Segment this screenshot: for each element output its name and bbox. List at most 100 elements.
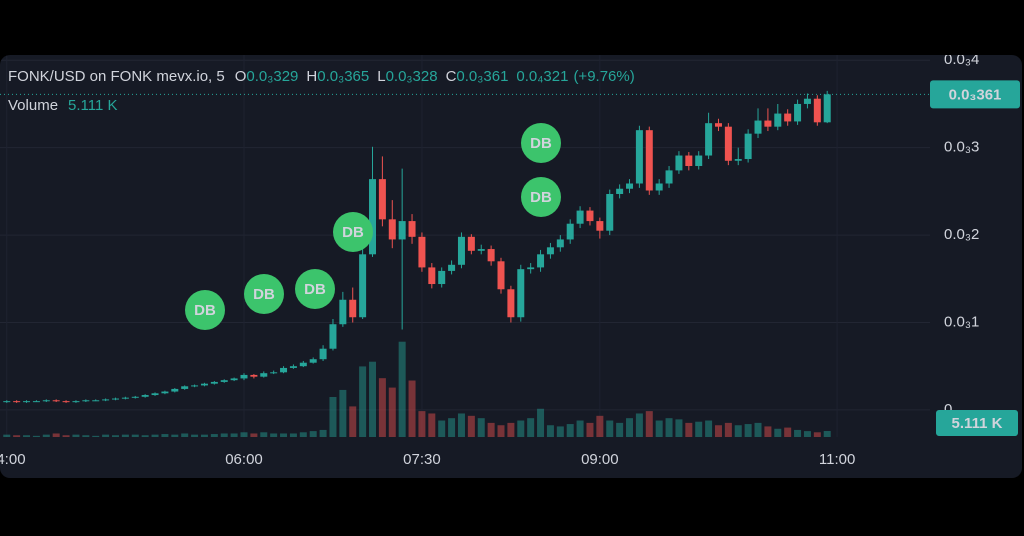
y-tick-label: 0.0₃1 [944,313,979,330]
marker-label: DB [342,224,364,241]
candle-body [131,396,139,398]
candle-body [764,120,772,127]
candle-body [141,395,149,397]
candle-body [230,378,238,381]
volume-bar [82,435,90,437]
marker [295,269,335,309]
volume-bar [339,389,347,437]
marker-label: DB [530,189,552,206]
candle-body [665,170,673,184]
ohlc-value: 0.0₃329 [246,68,298,85]
candle-body [626,183,634,189]
candle-body [250,374,258,377]
volume-bar [527,418,535,437]
volume-bar [319,429,327,437]
candle-body [527,267,535,270]
volume-bar [635,413,643,437]
candle-body [349,299,357,318]
volume-bar [705,420,713,437]
candle-body [576,210,584,224]
candle-body [369,179,377,255]
y-tick-label: 0 [944,401,952,418]
volume-bar [102,434,110,437]
volume-bar [616,422,624,437]
volume-bar [724,422,732,437]
ohlc-name: O [235,68,247,85]
candle-body [181,386,189,389]
candle-body [744,133,752,160]
volume-bar [299,432,307,437]
candle-body [784,113,792,122]
ohlc-value: 0.0₃361 [456,68,508,85]
candle-body [339,299,347,325]
ohlc-name: L [377,68,385,85]
volume-bar [23,435,31,437]
candle-body [556,239,564,248]
volume-bar [784,427,792,437]
candle-body [655,183,663,191]
volume-bar [220,433,228,437]
x-tick-label: 07:30 [403,451,441,468]
candle-body [487,249,495,262]
candle-body [121,397,129,399]
y-tick-label: 0.0₃2 [944,226,979,243]
legend-header: FONK/USD on FONK mevx.io, 5 O0.0₃329 H0.0₃… [8,68,635,85]
candle-body [102,399,110,401]
candle-body [724,126,732,161]
volume-bar [13,435,21,437]
chart-panel [0,55,1022,478]
candle-body [537,254,545,268]
volume-bar [111,435,119,437]
volume-bar [734,425,742,437]
marker [244,274,284,314]
volume-bar [764,426,772,437]
volume-bar [448,418,456,437]
marker-label: DB [194,302,216,319]
volume-bar [32,435,40,437]
volume-bar [349,406,357,437]
last-volume-label: 5.111 K [952,415,1003,432]
candle-body [329,324,337,349]
candle-body [398,221,406,240]
candle-body [408,221,416,237]
candle-body [517,269,525,318]
volume-bar [388,387,396,437]
candle-body [695,155,703,167]
candle-body [813,98,821,123]
volume-bar [250,433,258,437]
change-pct: (+9.76%) [573,68,634,85]
marker-label: DB [304,281,326,298]
volume-bar [62,435,70,437]
symbol: FONK/USD on FONK mevx.io, 5 [8,68,225,85]
candle-body [497,261,505,290]
volume-bar [131,434,139,437]
candle-body [52,400,60,402]
candle-body [606,193,614,231]
candle-body [191,385,199,387]
volume-bar [537,408,545,437]
candle-body [220,380,228,382]
ohlc-value: 0.0₃328 [386,68,438,85]
volume-bar [685,422,693,437]
volume-bar [823,430,831,437]
candle-body [289,366,297,368]
volume-bar [596,415,604,437]
candle-body [13,401,21,403]
volume-header: Volume 5.111 K [8,97,118,114]
candle-body [823,94,831,123]
candle-body [42,400,50,402]
candle-body [685,155,693,167]
candle-body [161,391,169,394]
volume-bar [497,425,505,437]
candle-body [23,401,31,403]
candle-body [240,374,248,379]
volume-bar [329,397,337,437]
candle-body [616,188,624,194]
last-volume-tag [936,410,1018,436]
candle-body [586,210,594,222]
volume-bar [695,421,703,437]
candle-body [378,179,386,220]
volume-bar [507,422,515,437]
